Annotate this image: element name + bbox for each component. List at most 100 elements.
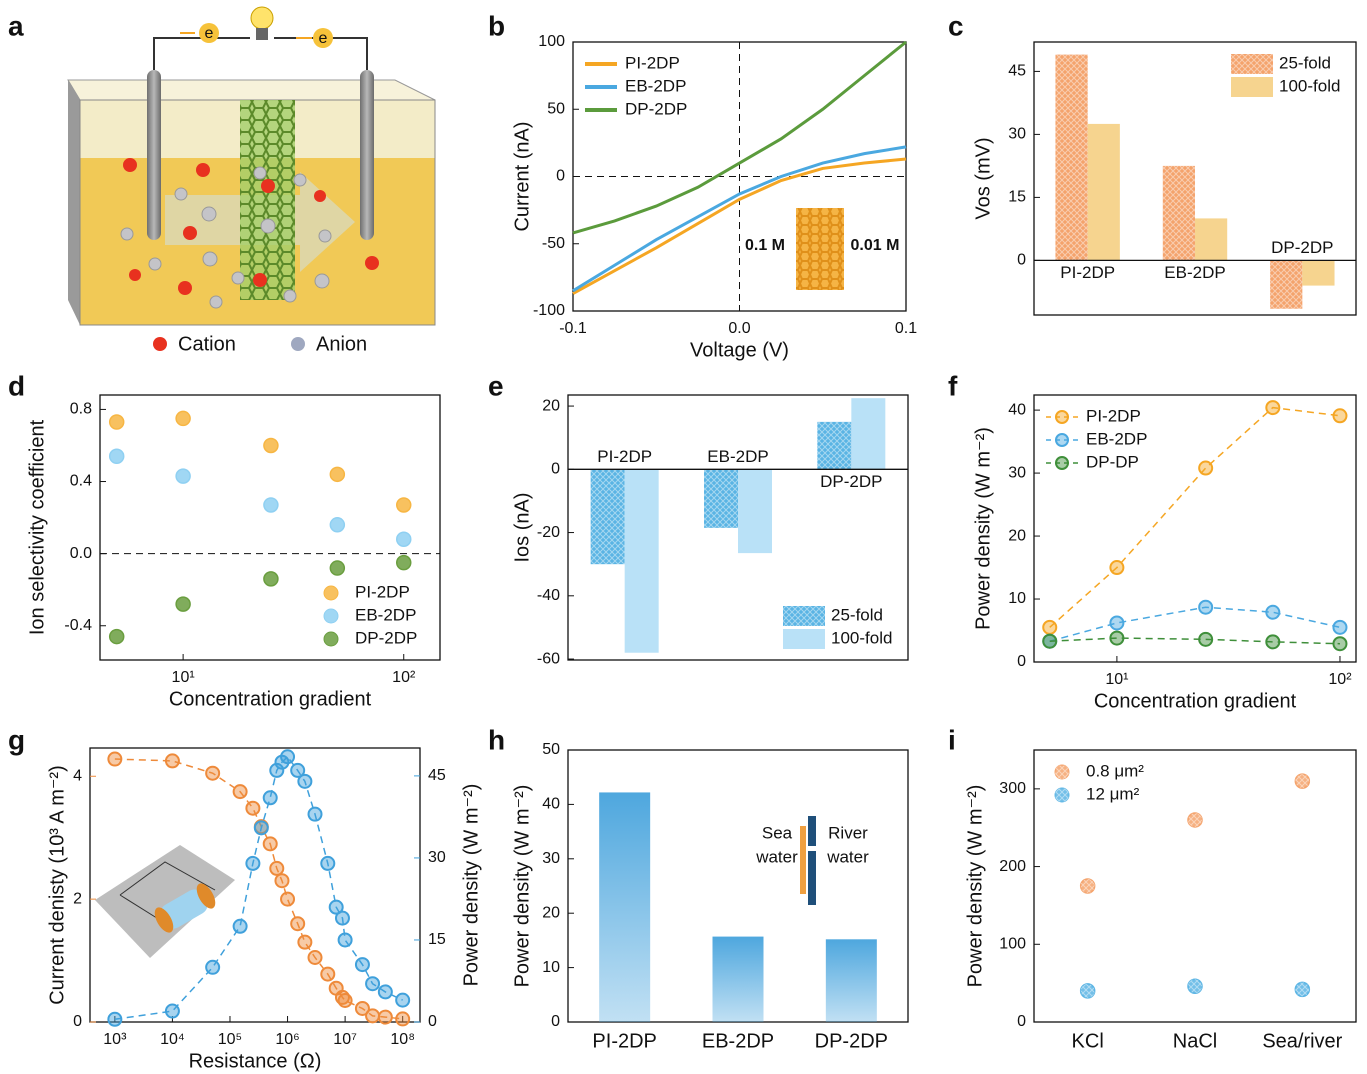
legend-swatch [291,337,305,351]
marker [253,820,269,836]
y-tick-label: 20 [542,904,560,921]
y-tick-label: 20 [1008,527,1026,544]
marker [395,1011,411,1027]
marker [1265,604,1281,620]
legend-swatch [1055,456,1069,470]
y-tick-label: 50 [542,741,560,758]
electron-label: e [319,30,328,47]
marker [297,773,313,789]
marker-hatch [1188,979,1202,994]
x-tick-label: 10⁸ [390,1031,415,1048]
marker [1332,619,1348,635]
legend-hatch [1055,765,1069,779]
bar [1302,260,1335,286]
category-label: EB-2DP [1164,263,1225,282]
plot-frame [567,394,909,661]
bar-hatch [817,421,852,470]
schematic: a e e Cation Anion [8,6,436,355]
bar [851,398,886,470]
electron-label: e [205,25,214,42]
y-tick-label: 10 [542,959,560,976]
x-axis-label: Voltage (V) [690,339,789,361]
y-tick-label: 50 [547,100,565,117]
marker [1265,634,1281,650]
y-axis-label: Ion selectivity coefficient [26,419,48,635]
wire [153,37,368,70]
x-axis-label: Resistance (Ω) [189,1050,322,1072]
marker [307,949,323,965]
marker [205,959,221,975]
plot-frame [1033,41,1357,316]
plot-frame [1033,394,1357,663]
marker [175,596,191,612]
marker [1198,599,1214,615]
bar [712,936,764,1022]
legend-hatch [1231,54,1273,74]
x-tick-label: PI-2DP [592,1030,656,1052]
y-tick-label: -60 [537,650,560,667]
bar [1195,218,1228,261]
marker [329,466,346,483]
y-tick-label: 0 [551,1013,560,1030]
inset-cap [196,883,216,909]
series-line [572,145,907,293]
x-tick-label: 0.1 [895,320,917,337]
marker [1198,631,1214,647]
category-label: EB-2DP [707,447,768,466]
marker [1332,408,1348,424]
x-tick-label: 10² [392,669,416,686]
electron [313,28,333,48]
annotation: water [826,847,869,866]
y2-tick-label: 30 [428,849,446,866]
y-tick-label: 200 [999,858,1026,875]
x-tick-label: NaCl [1173,1030,1217,1052]
bar-hatch [590,469,625,565]
marker [164,1003,180,1019]
inset-pattern [796,208,844,290]
y-tick-label: 40 [1008,401,1026,418]
legend-label: DP-2DP [355,628,417,647]
bar [738,469,772,554]
panel-label: h [488,724,505,755]
marker [377,984,393,1000]
legend-hatch [783,606,825,626]
annotation: River [828,823,868,842]
plot-frame [1033,749,1357,1023]
inset-cap [154,907,174,933]
marker [329,517,346,533]
annotation: Sea [762,823,793,842]
marker [175,468,191,484]
legend-label: 25-fold [831,605,883,624]
y-tick-label: 15 [1008,189,1026,206]
anions [120,166,332,309]
y2-axis-label: Power density (W m⁻²) [460,784,482,987]
y-tick-label: 10 [1008,590,1026,607]
series-line [572,40,907,235]
panel-label: e [488,370,504,401]
legend-label: 100-fold [1279,76,1340,95]
legend-swatch [783,629,825,649]
x-tick-label: 10⁵ [218,1031,242,1048]
category-label: PI-2DP [1060,263,1115,282]
x-tick-label: 10⁶ [275,1031,299,1048]
series-line [1049,637,1340,645]
marker [320,966,336,982]
x-tick-label: 10¹ [172,669,195,686]
membrane-pattern [240,100,295,300]
x-axis-label: Concentration gradient [1094,690,1297,712]
marker [1109,615,1125,631]
electron [199,23,219,43]
inset-support [808,816,816,846]
y-axis-label: Power density (W m⁻²) [964,785,986,988]
marker [232,784,248,800]
marker-hatch [1080,879,1095,893]
marker [1332,636,1348,652]
marker [395,497,412,513]
panel-label: c [948,10,964,41]
marker [290,916,306,932]
category-label: DP-2DP [820,472,882,491]
y-tick-label: 300 [999,780,1026,797]
y-axis-label: Ios (nA) [511,492,533,562]
annotation: 0.1 M [745,237,785,254]
annotation: water [755,847,798,866]
